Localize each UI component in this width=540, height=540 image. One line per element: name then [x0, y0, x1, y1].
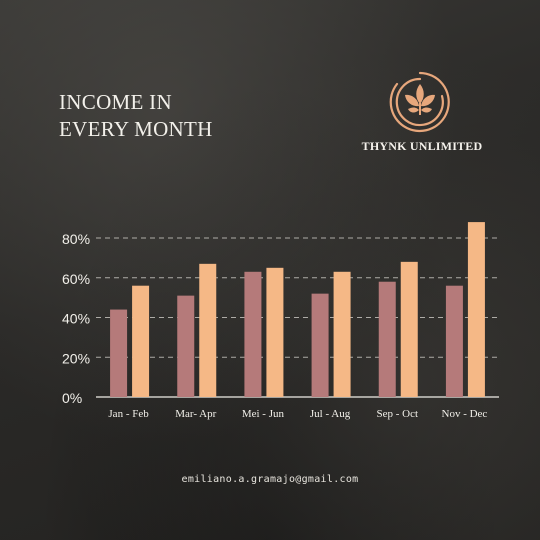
contact-email: emiliano.a.gramajo@gmail.com [181, 474, 359, 485]
bar-series-1 [110, 309, 128, 397]
x-tick-label: Sep - Oct [376, 408, 418, 420]
bar-series-2 [132, 285, 150, 397]
y-tick-label: 0% [62, 390, 82, 406]
brand-name: THYNK UNLIMITED [361, 139, 483, 153]
x-tick-label: Mar- Apr [175, 408, 216, 420]
y-tick-label: 60% [62, 271, 90, 287]
bar-series-1 [378, 281, 396, 397]
bar-series-2 [199, 263, 217, 397]
y-tick-label: 20% [62, 350, 90, 366]
page-title: INCOME IN EVERY MONTH [59, 89, 213, 143]
y-tick-label: 40% [62, 311, 90, 327]
x-tick-label: Jul - Aug [310, 408, 351, 420]
x-tick-label: Mei - Jun [242, 408, 285, 420]
y-tick-label: 80% [62, 231, 90, 247]
bar-series-1 [244, 271, 262, 397]
leaf-sprout-circle-icon [389, 71, 450, 133]
title-line-2: EVERY MONTH [59, 117, 213, 141]
x-tick-label: Jan - Feb [108, 408, 149, 420]
title-line-1: INCOME IN [59, 90, 172, 114]
x-tick-label: Nov - Dec [442, 408, 488, 420]
bar-series-2 [400, 261, 418, 397]
bar-series-2 [333, 271, 351, 397]
bar-series-1 [445, 285, 463, 397]
bar-series-1 [311, 293, 329, 397]
bar-series-2 [467, 222, 485, 397]
bar-series-2 [266, 267, 284, 397]
bar-series-1 [177, 295, 195, 397]
